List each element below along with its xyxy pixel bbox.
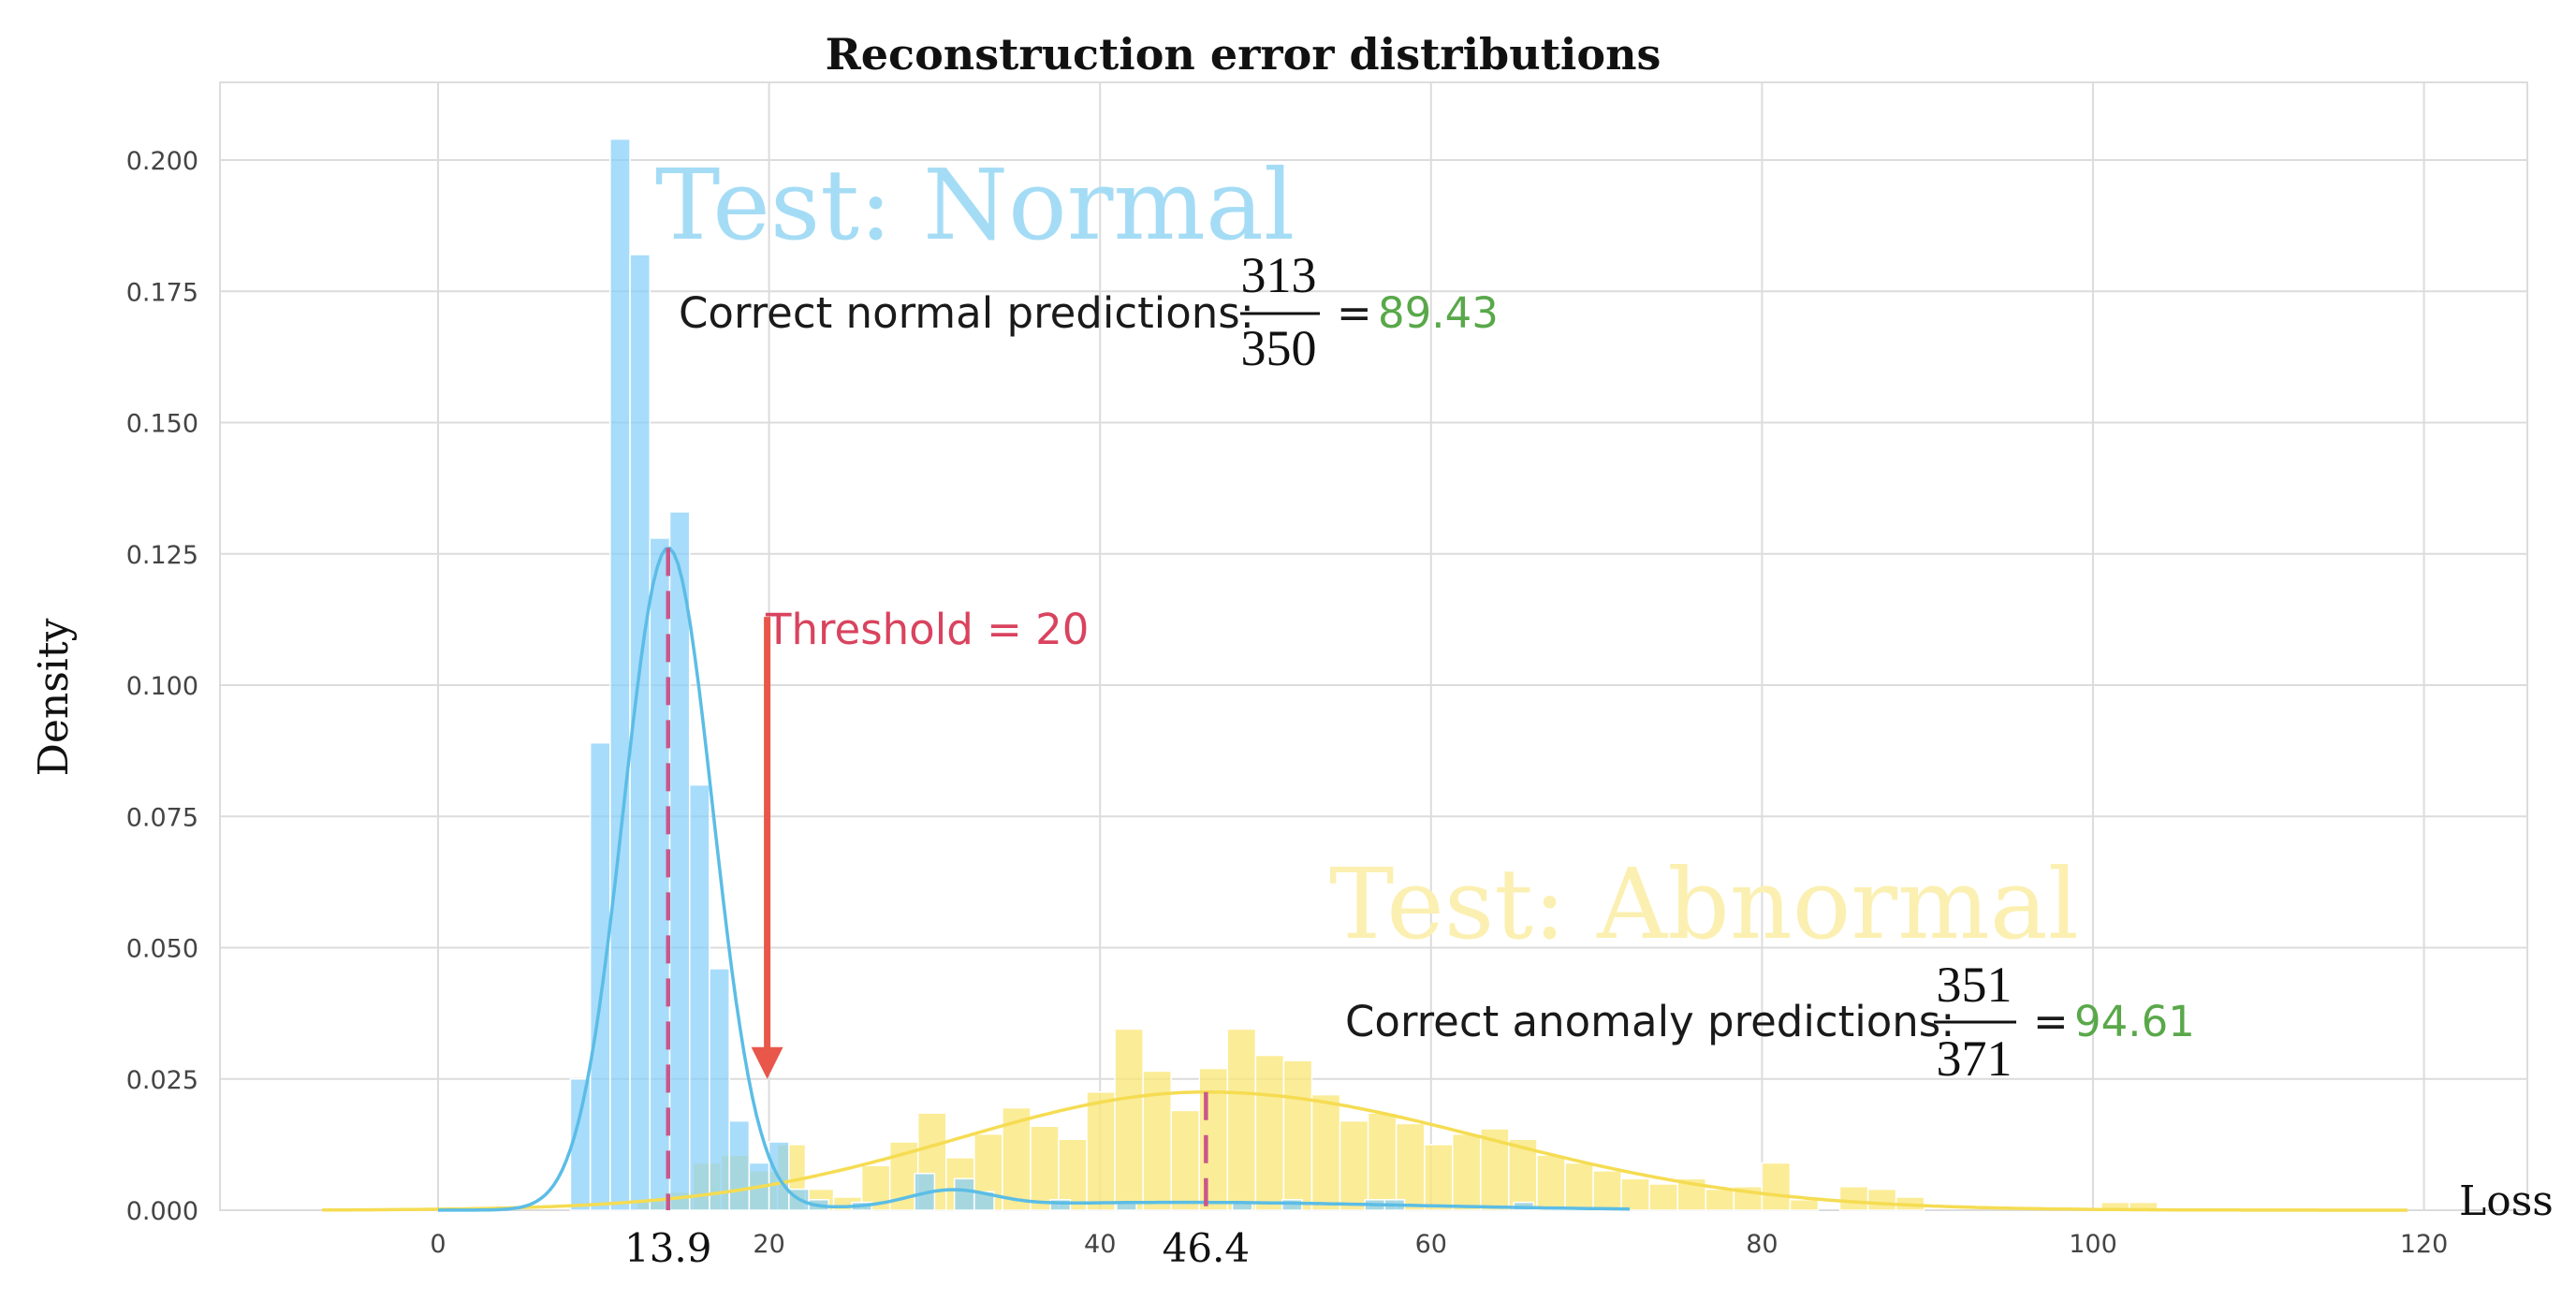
normal-fraction-denominator: 350	[1241, 320, 1317, 376]
abnormal-bar	[1838, 1186, 1869, 1211]
mean-lines	[666, 548, 1208, 1210]
y-tick-label: 0.000	[126, 1197, 198, 1226]
y-tick-label: 0.150	[126, 410, 198, 439]
abnormal-bar	[1648, 1183, 1678, 1211]
abnormal-bar	[1367, 1112, 1398, 1211]
abnormal-bar	[1030, 1125, 1060, 1211]
normal-series-tag: Test: Normal	[655, 148, 1295, 262]
normal-bar	[953, 1177, 975, 1211]
normal-bar	[1281, 1199, 1303, 1211]
abnormal-bar	[1761, 1162, 1792, 1211]
y-tick-label: 0.100	[126, 672, 198, 701]
x-tick-label: 100	[2069, 1230, 2117, 1259]
abnormal-bar	[1086, 1091, 1116, 1211]
normal-bar	[1049, 1199, 1072, 1211]
normal-bar	[709, 968, 730, 1211]
abnormal-bar	[1866, 1188, 1897, 1211]
abnormal-bar	[1395, 1122, 1426, 1211]
x-tick-label: 40	[1084, 1230, 1116, 1259]
x-tick-label: 20	[753, 1230, 784, 1259]
abnormal-bar	[1452, 1133, 1482, 1211]
abnormal-bar	[1620, 1177, 1650, 1211]
abnormal-bar	[1114, 1028, 1144, 1211]
y-tick-label: 0.025	[126, 1066, 198, 1095]
abnormal-bar	[1423, 1144, 1454, 1211]
y-axis-label: Density	[30, 618, 78, 776]
abnormal-equals: =	[2033, 997, 2069, 1046]
abnormal-bar	[1564, 1162, 1594, 1211]
y-tick-label: 0.125	[126, 541, 198, 570]
axis-ticks: 0 20 40 60 80 100 120 0.000 0.025 0.050 0.075 0.100…	[126, 147, 2449, 1259]
normal-accuracy: 89.43	[1378, 288, 1499, 338]
normal-mean-label: 13.9	[624, 1225, 712, 1271]
normal-equals: =	[1337, 288, 1372, 338]
abnormal-bar	[1170, 1109, 1201, 1211]
abnormal-bar	[1310, 1093, 1341, 1211]
y-tick-label: 0.075	[126, 803, 198, 832]
abnormal-bar	[1536, 1154, 1566, 1211]
threshold-label: Threshold = 20	[765, 605, 1089, 654]
x-tick-label: 80	[1746, 1230, 1778, 1259]
normal-bar	[688, 783, 710, 1211]
abnormal-bar	[1254, 1054, 1285, 1211]
normal-bar	[668, 511, 691, 1211]
normal-bar	[589, 741, 611, 1211]
normal-predictions-label: Correct normal predictions:	[679, 288, 1254, 338]
normal-bar	[609, 138, 631, 1211]
abnormal-bar	[1789, 1199, 1820, 1211]
abnormal-accuracy: 94.61	[2074, 997, 2195, 1046]
normal-fraction-numerator: 313	[1241, 247, 1317, 303]
normal-kde-curve	[437, 547, 1631, 1212]
abnormal-bar	[1592, 1170, 1622, 1211]
normal-bar	[728, 1119, 751, 1211]
abnormal-predictions-label: Correct anomaly predictions:	[1345, 997, 1954, 1046]
abnormal-bar	[1282, 1060, 1313, 1211]
x-tick-label: 0	[430, 1230, 446, 1259]
abnormal-fraction-denominator: 371	[1937, 1031, 2012, 1087]
abnormal-bar	[1705, 1188, 1735, 1211]
abnormal-bar	[1226, 1028, 1257, 1211]
abnormal-bar	[1058, 1138, 1088, 1211]
x-tick-label: 60	[1415, 1230, 1447, 1259]
threshold-marker	[751, 617, 783, 1079]
y-tick-label: 0.050	[126, 935, 198, 964]
abnormal-bar	[1339, 1119, 1369, 1211]
x-axis-label: Loss	[2459, 1177, 2554, 1225]
threshold-arrow-head	[751, 1046, 783, 1079]
chart-title: Reconstruction error distributions	[826, 29, 1661, 80]
abnormal-bar	[1198, 1067, 1229, 1211]
abnormal-mean-label: 46.4	[1163, 1225, 1251, 1271]
abnormal-series-tag: Test: Abnormal	[1329, 847, 2079, 961]
abnormal-fraction-numerator: 351	[1937, 957, 2012, 1013]
x-tick-label: 120	[2400, 1230, 2449, 1259]
y-tick-label: 0.200	[126, 147, 198, 176]
y-tick-label: 0.175	[126, 278, 198, 307]
